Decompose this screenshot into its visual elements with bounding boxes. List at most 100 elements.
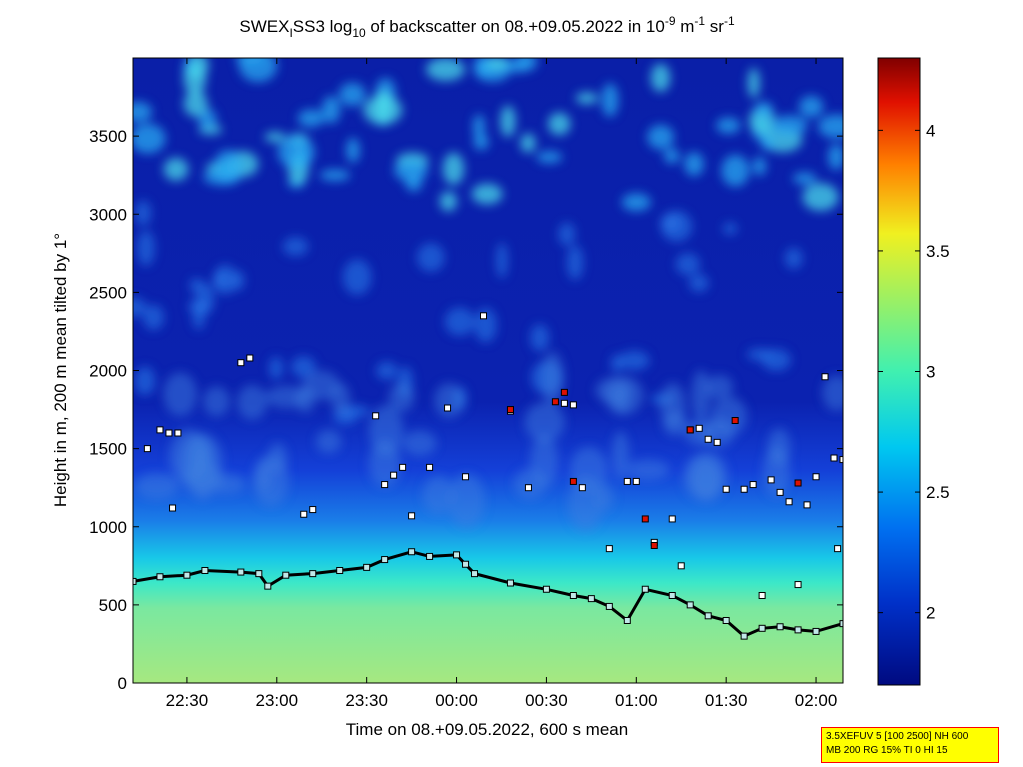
y-tick-label: 0 (118, 674, 127, 693)
texture-blob (236, 384, 268, 420)
info-line-2: MB 200 RG 15% TI 0 HI 15 (826, 745, 948, 756)
mixing-layer-marker (740, 632, 748, 640)
cloud-point (143, 445, 151, 453)
texture-blob (541, 351, 564, 406)
cloud-point (605, 545, 613, 553)
cloud-point (578, 484, 586, 492)
texture-blob (214, 264, 237, 295)
high-backscatter-point (794, 479, 802, 487)
texture-blob (558, 222, 576, 246)
cloud-point (713, 438, 721, 446)
mixing-layer-marker (156, 573, 164, 581)
cloud-point (749, 481, 757, 489)
mixing-layer-marker (605, 602, 613, 610)
texture-blob (802, 183, 839, 211)
texture-blob (255, 459, 273, 493)
cloud-point (480, 312, 488, 320)
texture-blob (500, 105, 516, 138)
mixing-layer-marker (542, 585, 550, 593)
cloud-point (767, 476, 775, 484)
high-backscatter-point (641, 515, 649, 523)
texture-blob (754, 101, 774, 118)
texture-blob (611, 431, 630, 480)
texture-blob (471, 183, 503, 205)
texture-blob (297, 109, 325, 128)
mixing-layer-marker (462, 560, 470, 568)
texture-blob (752, 156, 767, 176)
texture-blob (691, 370, 711, 421)
texture-blob (792, 172, 817, 185)
texture-blob (442, 152, 465, 185)
mixing-layer-marker (426, 552, 434, 560)
texture-blob (183, 63, 207, 96)
texture-blob (133, 123, 166, 154)
cloud-point (803, 501, 811, 509)
mixing-layer-marker (381, 556, 389, 564)
mixing-layer-marker (336, 567, 344, 574)
texture-blob (434, 383, 464, 418)
texture-blob (689, 274, 709, 293)
mixing-layer-marker (282, 571, 290, 579)
plot-area (133, 58, 843, 683)
mixing-layer-marker (569, 592, 577, 599)
mixing-layer-marker (794, 626, 802, 634)
info-box: 3.5XEFUV 5 [100 2500] NH 600 MB 200 RG 1… (821, 727, 999, 763)
y-tick-label: 2500 (89, 283, 127, 302)
texture-blob (472, 114, 485, 140)
x-axis: 22:30 23:00 23:30 00:00 00:30 01:00 01:30 02:00 (166, 58, 837, 710)
high-backscatter-point (560, 388, 568, 396)
texture-blob (319, 169, 351, 182)
texture-blob (439, 191, 458, 212)
colorbar-axis: 2 2.5 3 3.5 4 (878, 121, 950, 623)
x-axis-label: Time on 08.+09.05.2022, 600 s mean (346, 720, 628, 739)
texture-blob (705, 374, 734, 399)
mixing-layer-marker (668, 592, 676, 599)
high-backscatter-point (731, 417, 739, 424)
texture-blob (799, 95, 824, 118)
texture-blob (321, 95, 341, 124)
cloud-point (399, 463, 407, 471)
high-backscatter-points (506, 388, 802, 549)
texture-blob (747, 67, 760, 99)
texture-blob (601, 83, 619, 117)
cloud-point (408, 512, 416, 520)
texture-blob (134, 366, 156, 396)
mixing-layer-marker (133, 577, 137, 585)
cloud-point (834, 545, 842, 553)
cloud-point (704, 435, 712, 443)
mixing-layer-marker (201, 567, 209, 574)
y-tick-label: 3500 (89, 127, 127, 146)
cloud-point (722, 485, 730, 493)
texture-blob (530, 434, 559, 489)
mixing-layer-marker (641, 585, 649, 593)
texture-blob (282, 237, 309, 257)
high-backscatter-point (650, 542, 658, 549)
texture-blob (267, 443, 288, 475)
texture-blob (264, 131, 286, 143)
mixing-layer-marker (587, 595, 595, 603)
texture-blob (133, 297, 147, 317)
cloud-point (668, 515, 676, 523)
colorbar-tick-label: 3 (926, 363, 935, 382)
cloud-point (444, 404, 452, 412)
y-tick-label: 2000 (89, 362, 127, 381)
colorbar-tick-label: 2.5 (926, 483, 950, 502)
cloud-point (740, 485, 748, 493)
x-tick-label: 00:30 (525, 691, 568, 710)
texture-blob (405, 173, 423, 192)
high-backscatter-point (506, 406, 514, 414)
texture-blob (762, 445, 791, 498)
texture-blob (301, 370, 340, 401)
mixing-layer-marker (812, 627, 820, 635)
x-tick-label: 22:30 (166, 691, 209, 710)
texture-blob (661, 210, 693, 242)
texture-blob (524, 401, 565, 443)
texture-blob (486, 58, 510, 71)
texture-blob (291, 356, 316, 378)
texture-blob (722, 222, 738, 235)
cloud-point (462, 473, 470, 481)
texture-blob (626, 459, 670, 480)
x-tick-label: 00:00 (435, 691, 478, 710)
texture-blob (134, 200, 152, 226)
texture-blob (342, 259, 372, 296)
